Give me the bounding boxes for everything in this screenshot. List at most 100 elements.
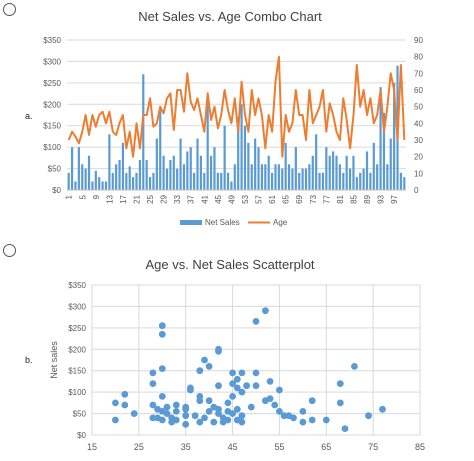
net-sales-bar bbox=[257, 147, 260, 190]
net-sales-bar bbox=[77, 147, 80, 190]
net-sales-bar bbox=[108, 134, 111, 190]
scatter-point bbox=[247, 403, 255, 411]
net-sales-bar bbox=[115, 164, 118, 190]
x-tick-label: 97 bbox=[390, 194, 399, 203]
net-sales-bar bbox=[365, 151, 369, 190]
x-tick-label: 57 bbox=[255, 194, 264, 203]
scatter-point bbox=[299, 418, 307, 426]
net-sales-bar bbox=[98, 177, 101, 190]
net-sales-bar bbox=[132, 177, 135, 190]
scatter-point bbox=[201, 414, 208, 422]
net-sales-bar bbox=[111, 172, 114, 190]
scatter-point bbox=[158, 322, 166, 330]
scatter-point bbox=[229, 410, 237, 417]
x-tick-label: 45 bbox=[228, 442, 238, 452]
scatter-point bbox=[205, 397, 213, 405]
primary-tick-label: $250 bbox=[43, 79, 61, 88]
scatter-point bbox=[205, 363, 213, 370]
scatter-point bbox=[233, 375, 241, 383]
net-sales-bar bbox=[213, 147, 216, 190]
net-sales-bar bbox=[155, 138, 158, 190]
primary-tick-label: $350 bbox=[43, 36, 61, 45]
net-sales-bar bbox=[240, 104, 243, 190]
option-b-radio[interactable] bbox=[3, 244, 16, 257]
scatter-point bbox=[158, 365, 166, 372]
x-tick-label: 61 bbox=[268, 194, 277, 203]
net-sales-bar bbox=[233, 164, 236, 190]
combo-chart-title: Net Sales vs. Age Combo Chart bbox=[138, 9, 322, 24]
net-sales-bar bbox=[179, 138, 182, 190]
net-sales-bar bbox=[135, 172, 138, 190]
scatter-point bbox=[238, 418, 246, 426]
scatter-point bbox=[112, 416, 119, 424]
primary-tick-label: $200 bbox=[43, 100, 61, 109]
option-a-radio[interactable] bbox=[3, 3, 16, 16]
y-tick-label: $350 bbox=[68, 281, 86, 290]
net-sales-bar bbox=[342, 172, 345, 190]
net-sales-bar bbox=[250, 164, 253, 190]
net-sales-bar bbox=[125, 172, 128, 190]
scatter-point bbox=[252, 318, 260, 325]
scatter-point bbox=[243, 382, 251, 390]
primary-tick-label: $100 bbox=[43, 143, 61, 152]
scatter-point bbox=[182, 420, 190, 428]
secondary-tick-label: 10 bbox=[414, 169, 423, 178]
net-sales-bar bbox=[220, 172, 223, 190]
scatter-point bbox=[210, 418, 218, 426]
net-sales-bar bbox=[91, 181, 94, 190]
x-tick-label: 17 bbox=[119, 194, 128, 203]
x-tick-label: 75 bbox=[368, 442, 378, 452]
x-tick-label: 1 bbox=[65, 194, 74, 199]
net-sales-bar bbox=[84, 168, 87, 190]
net-sales-bar bbox=[277, 164, 280, 190]
net-sales-bar bbox=[284, 142, 287, 190]
net-sales-bar bbox=[352, 155, 355, 190]
scatter-point bbox=[266, 378, 274, 385]
primary-tick-label: $150 bbox=[43, 122, 61, 131]
scatter-point bbox=[191, 412, 199, 420]
x-tick-label: 41 bbox=[200, 194, 209, 203]
scatter-point bbox=[224, 416, 232, 424]
scatter-point bbox=[149, 369, 157, 377]
scatter-point bbox=[308, 416, 316, 424]
net-sales-bar bbox=[359, 172, 362, 190]
scatter-point bbox=[215, 382, 222, 390]
net-sales-bar bbox=[230, 181, 233, 190]
net-sales-bar bbox=[260, 164, 264, 190]
y-tick-label: $100 bbox=[68, 388, 86, 397]
primary-tick-label: $300 bbox=[43, 57, 61, 66]
scatter-point bbox=[201, 356, 208, 364]
secondary-tick-label: 20 bbox=[414, 153, 423, 162]
scatter-point bbox=[262, 307, 269, 315]
net-sales-bar bbox=[81, 164, 84, 190]
net-sales-bar bbox=[287, 164, 291, 190]
x-tick-label: 9 bbox=[92, 194, 101, 199]
y-tick-label: $300 bbox=[68, 302, 86, 311]
net-sales-bar bbox=[372, 142, 375, 190]
y-tick-label: $150 bbox=[68, 367, 86, 376]
net-sales-bar bbox=[237, 117, 240, 190]
net-sales-bar bbox=[325, 147, 328, 190]
net-sales-bar bbox=[298, 172, 301, 190]
net-sales-bar bbox=[186, 151, 189, 190]
scatter-point bbox=[341, 425, 349, 432]
net-sales-bar bbox=[355, 177, 358, 190]
net-sales-bar bbox=[182, 164, 186, 190]
net-sales-bar bbox=[176, 168, 179, 190]
net-sales-bar bbox=[203, 172, 206, 190]
scatter-point bbox=[163, 403, 171, 411]
net-sales-bar bbox=[318, 172, 321, 190]
x-tick-label: 65 bbox=[282, 194, 291, 203]
scatter-point bbox=[158, 330, 166, 338]
x-tick-label: 33 bbox=[173, 194, 182, 203]
scatter-point bbox=[215, 405, 222, 413]
net-sales-bar bbox=[128, 166, 131, 190]
scatter-point bbox=[336, 399, 344, 407]
age-line bbox=[67, 55, 406, 158]
scatter-point bbox=[276, 386, 283, 394]
x-tick-label: 53 bbox=[241, 194, 250, 203]
net-sales-bar bbox=[209, 155, 213, 190]
scatter-point bbox=[238, 388, 246, 396]
net-sales-bar bbox=[159, 108, 162, 190]
